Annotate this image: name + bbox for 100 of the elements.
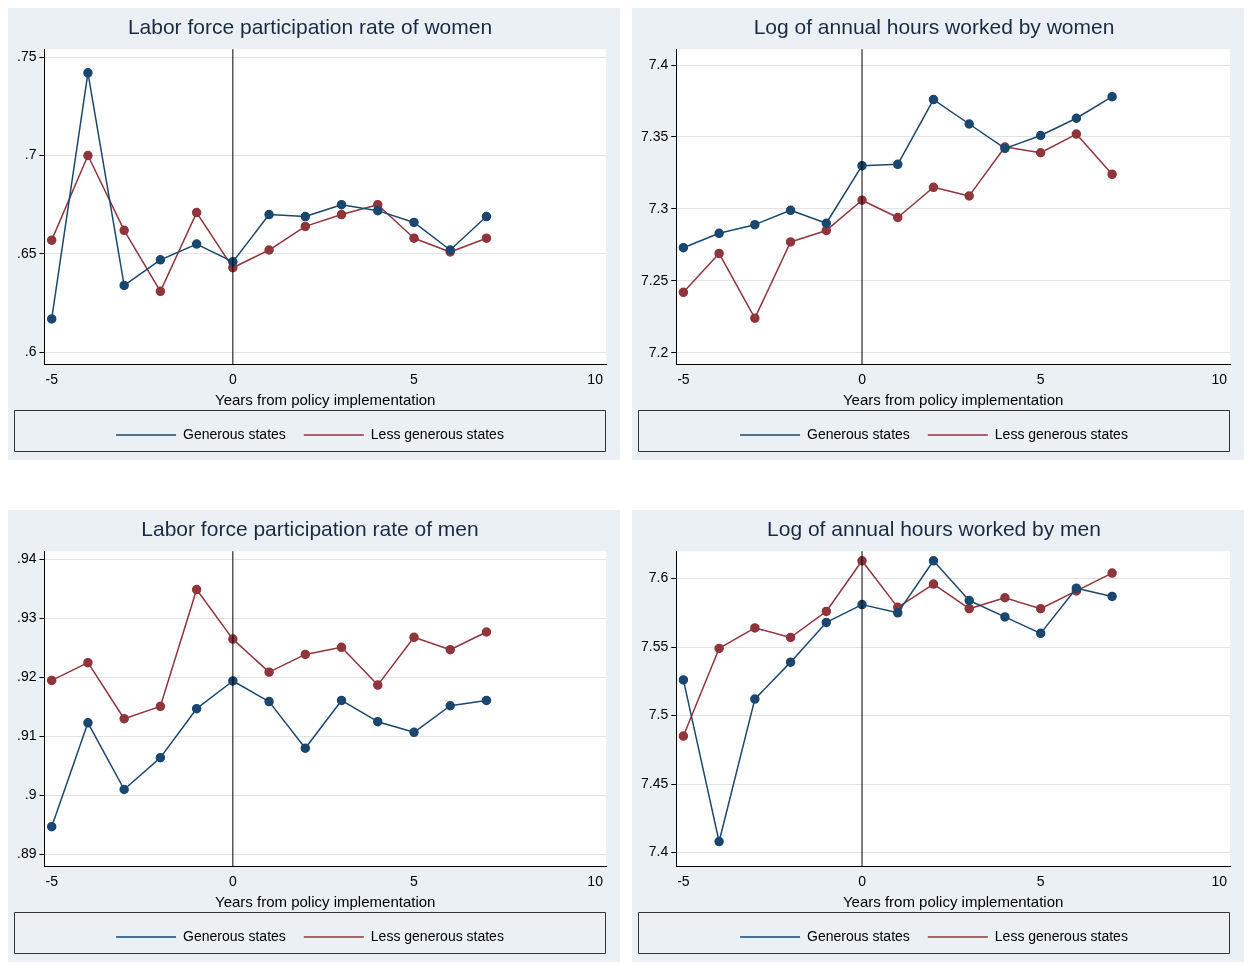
point [119,280,129,291]
point [964,119,974,129]
point [1071,113,1082,123]
y-tick-label: .9 [24,786,37,803]
legend-label: Less generous states [994,425,1128,442]
y-tick-label: 7.3 [648,199,669,216]
y-tick-label: 7.6 [648,569,669,586]
x-tick-label: 0 [858,371,867,388]
y-tick-label: 7.45 [641,774,669,791]
point [264,245,274,255]
point [46,821,57,832]
x-axis-title: Years from policy implementation [215,893,436,911]
point [1035,148,1046,158]
point [336,199,347,210]
point [445,644,455,655]
point [300,743,311,753]
point [750,623,760,633]
y-tick-label: 7.4 [648,55,669,72]
point [336,695,347,706]
chart-title: Labor force participation rate of women [127,15,493,39]
x-tick-label: -5 [45,371,59,388]
y-tick-label: 7.4 [648,843,669,860]
y-tick-label: 7.35 [641,127,669,144]
point [481,627,492,637]
x-tick-label: -5 [677,371,690,388]
legend-label: Less generous states [994,927,1128,944]
x-tick-label: -5 [677,873,690,890]
legend-label: Generous states [183,425,286,442]
x-tick-label: 10 [587,371,604,388]
point [714,228,724,239]
chart-title: Labor force participation rate of men [141,517,479,541]
point [373,716,383,727]
point [300,211,311,222]
point [1107,169,1117,180]
chart-title: Log of annual hours worked by women [753,15,1115,39]
point [336,209,347,220]
point [191,703,202,714]
point [481,211,492,222]
x-tick-label: 5 [410,873,419,890]
y-tick-label: .65 [16,244,37,261]
point [1107,91,1117,102]
point [750,313,760,323]
point [893,608,903,618]
point [373,205,383,216]
point [678,242,689,253]
point [300,221,311,232]
point [119,713,129,724]
point [1107,591,1117,602]
point [409,727,419,738]
point [1035,603,1046,614]
point [678,287,689,298]
point [678,675,689,685]
x-tick-label: 10 [587,873,604,890]
x-tick-label: -5 [45,873,59,890]
point [83,718,93,728]
point [191,239,202,249]
y-tick-label: .6 [24,343,37,360]
point [155,752,166,763]
x-tick-label: 10 [1211,873,1228,890]
point [481,695,492,706]
y-tick-label: 7.25 [641,271,669,288]
point [714,836,724,847]
y-tick-label: 7.5 [648,706,669,723]
point [445,701,455,711]
legend-label: Generous states [807,425,910,442]
point [821,606,832,617]
y-tick-label: .92 [16,668,37,685]
point [964,603,974,614]
point [191,584,202,595]
point [336,642,347,653]
point [300,649,311,660]
point [964,595,974,606]
point [785,237,796,247]
point [678,731,689,741]
point [155,701,166,712]
point [928,94,939,105]
y-tick-label: .91 [16,727,37,744]
point [893,159,903,170]
point [481,233,492,243]
point [119,225,129,236]
x-axis-title: Years from policy implementation [842,893,1064,911]
point [83,150,93,161]
point [785,205,796,216]
point [1035,628,1046,639]
point [46,314,57,324]
y-tick-label: .93 [16,609,37,626]
point [750,219,760,230]
point [964,191,974,201]
point [821,218,832,228]
point [928,182,939,193]
x-tick-label: 10 [1211,371,1228,388]
x-tick-label: 0 [228,873,237,890]
point [155,255,166,265]
y-tick-label: .89 [16,845,37,862]
point [119,784,129,795]
legend-label: Generous states [183,927,286,944]
point [750,694,760,704]
x-tick-label: 0 [858,873,867,890]
point [83,68,93,78]
y-tick-label: 7.55 [641,637,669,654]
